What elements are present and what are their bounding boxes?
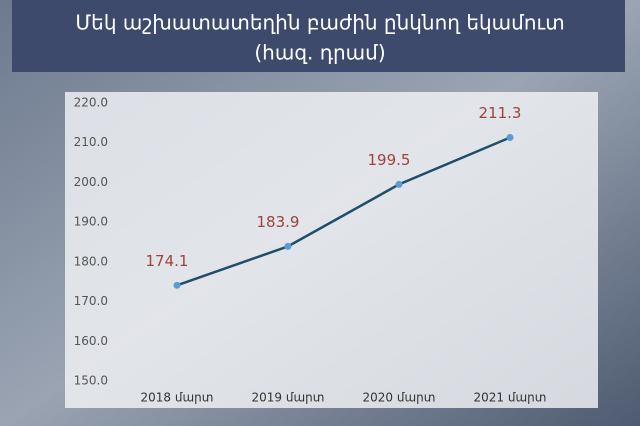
y-tick-label: 200.0 — [74, 175, 108, 189]
y-tick-label: 190.0 — [74, 215, 108, 229]
chart-title: Մեկ աշխատատեղին բաժին ընկնող եկամուտ — [75, 11, 564, 35]
x-tick-label: 2020 մարտ — [363, 391, 436, 405]
data-point — [284, 242, 292, 250]
y-tick-label: 210.0 — [74, 135, 108, 149]
data-label: 174.1 — [146, 252, 189, 270]
x-tick-label: 2019 մարտ — [252, 391, 325, 405]
x-tick-label: 2018 մարտ — [141, 391, 214, 405]
y-tick-label: 160.0 — [74, 334, 108, 348]
title-banner — [12, 0, 625, 72]
y-tick-label: 150.0 — [74, 374, 108, 388]
data-label: 199.5 — [368, 151, 411, 169]
data-line — [176, 136, 511, 287]
data-point — [506, 134, 514, 142]
plot-panel — [65, 92, 598, 408]
y-tick-label: 170.0 — [74, 294, 108, 308]
data-point — [395, 180, 403, 188]
y-tick-label: 180.0 — [74, 254, 108, 268]
chart-subtitle: (հազ. դրամ) — [254, 41, 385, 65]
data-point — [173, 281, 181, 289]
data-label: 183.9 — [257, 213, 300, 231]
x-tick-label: 2021 մարտ — [474, 391, 547, 405]
y-tick-label: 220.0 — [74, 95, 108, 109]
data-label: 211.3 — [479, 104, 522, 122]
